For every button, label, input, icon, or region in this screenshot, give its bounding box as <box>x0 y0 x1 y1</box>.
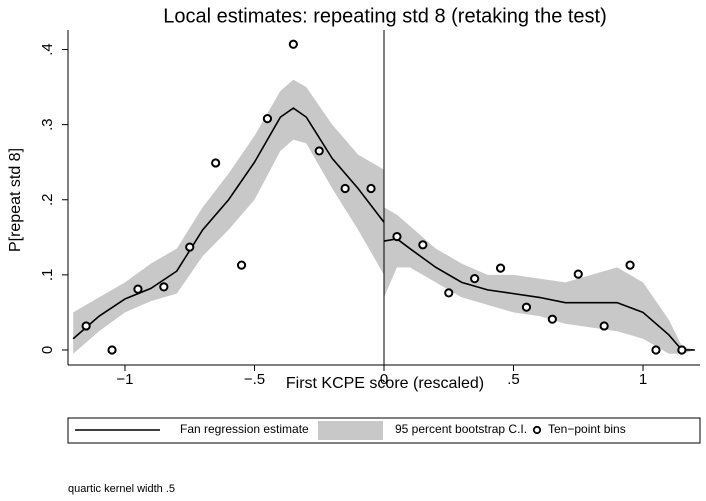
y-axis-label: P[repeat std 8] <box>7 148 24 252</box>
x-tick-label: 1 <box>639 371 647 388</box>
bin-marker <box>599 321 609 331</box>
bin-marker <box>81 321 91 331</box>
legend-swatch <box>318 421 383 440</box>
bin-marker <box>495 263 506 273</box>
bin-marker <box>651 345 661 355</box>
confidence-band <box>73 79 384 354</box>
bin-marker <box>133 284 143 294</box>
bin-marker <box>366 183 376 194</box>
bin-marker <box>625 260 635 270</box>
x-tick-label: 0 <box>380 371 388 388</box>
y-tick-label: .1 <box>39 269 56 282</box>
bin-marker <box>236 260 247 270</box>
bin-marker <box>159 282 169 292</box>
bin-marker <box>547 314 557 324</box>
bin-marker <box>340 183 350 194</box>
bin-marker <box>392 231 402 242</box>
bin-marker <box>107 345 117 355</box>
y-tick-label: 0 <box>39 346 56 354</box>
note: quartic kernel width .5 <box>68 483 175 495</box>
y-tick-label: .4 <box>39 43 56 56</box>
bin-marker <box>444 288 454 298</box>
bin-marker <box>418 240 428 250</box>
bin-marker <box>262 114 273 124</box>
x-tick-label: −1 <box>116 371 133 388</box>
bin-marker <box>314 146 324 156</box>
bin-marker <box>288 39 298 49</box>
regression-line <box>72 107 695 351</box>
y-tick-label: .2 <box>39 193 56 206</box>
chart-title: Local estimates: repeating std 8 (retaki… <box>163 5 607 27</box>
bin-marker <box>470 274 480 284</box>
x-tick-label: −.5 <box>244 371 265 388</box>
legend-label: Fan regression estimate <box>180 422 309 436</box>
legend-marker <box>532 425 542 435</box>
legend-label: 95 percent bootstrap C.I. <box>395 422 527 436</box>
legend-label: Ten−point bins <box>548 422 626 436</box>
bin-marker <box>521 302 532 312</box>
bin-marker <box>677 345 687 355</box>
y-tick-label: .3 <box>39 118 56 131</box>
bin-marker <box>211 158 221 168</box>
bin-marker <box>185 242 195 252</box>
bin-marker <box>573 269 583 279</box>
x-tick-label: .5 <box>507 371 520 388</box>
x-axis-label: First KCPE score (rescaled) <box>286 375 484 392</box>
confidence-band <box>384 207 695 354</box>
legend-box <box>67 417 701 444</box>
